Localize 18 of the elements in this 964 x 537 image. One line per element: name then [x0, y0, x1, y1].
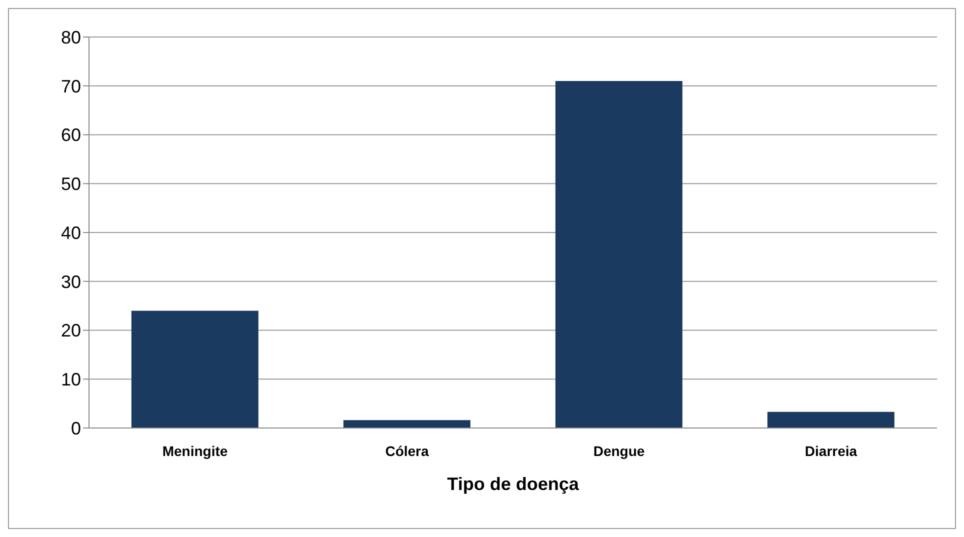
y-tick-label: 30 [60, 272, 81, 292]
x-tick-label: Dengue [593, 442, 645, 459]
y-tick-label: 50 [60, 174, 81, 194]
y-tick-label: 10 [60, 370, 81, 390]
x-axis-title: Tipo de doença [447, 474, 580, 494]
x-tick-label: Cólera [385, 442, 429, 459]
bar [131, 310, 258, 428]
x-tick-label: Meningite [162, 442, 228, 459]
bar [767, 412, 894, 428]
y-tick-label: 40 [60, 222, 81, 243]
y-tick-label: 70 [60, 76, 81, 96]
bar [343, 420, 470, 428]
y-tick-label: 20 [60, 320, 81, 341]
y-tick-label: 60 [60, 125, 81, 146]
y-tick-label: 0 [70, 418, 81, 438]
x-tick-label: Diarreia [804, 442, 858, 459]
y-tick-label: 80 [60, 27, 81, 48]
bar [555, 80, 682, 428]
